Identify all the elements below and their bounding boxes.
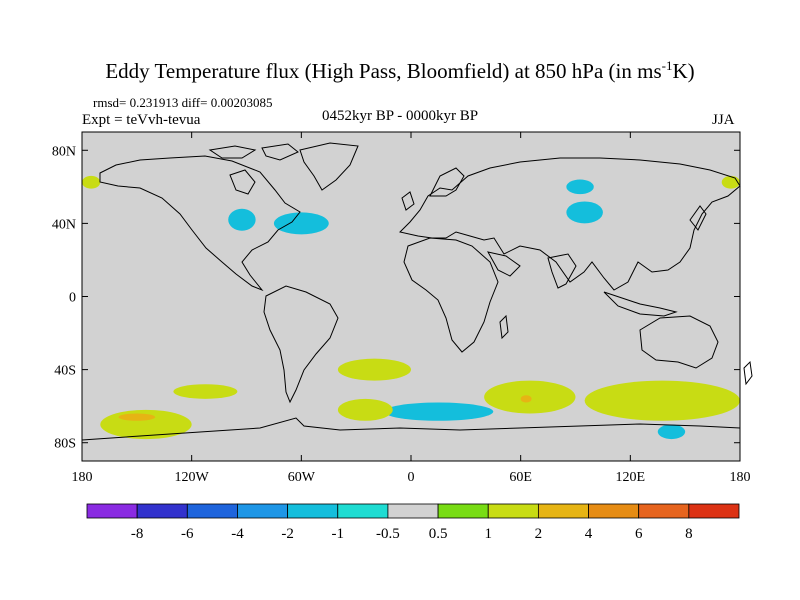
colorbar-label: 2 <box>535 526 543 542</box>
coastline-north-america <box>99 155 301 292</box>
contour-regions <box>82 175 740 440</box>
colorbar-swatch <box>688 503 740 519</box>
coastline-africa <box>403 237 499 353</box>
contour-region--1 <box>566 179 594 195</box>
coastline-eurasia <box>399 157 741 291</box>
contour-region--1 <box>273 212 329 235</box>
season-label: JJA <box>712 112 735 128</box>
y-tick-label: 0 <box>69 291 76 306</box>
contour-region-1 <box>337 398 393 421</box>
colorbar-swatch <box>287 503 339 519</box>
x-tick-label: 60E <box>509 470 532 485</box>
colorbar-swatch <box>387 503 439 519</box>
colorbar-swatch <box>186 503 238 519</box>
experiment-label: Expt = teVvh-tevua <box>82 112 201 128</box>
colorbar-label: -0.5 <box>376 526 400 542</box>
x-tick-label: 60W <box>288 470 316 485</box>
colorbar-label: 6 <box>635 526 643 542</box>
y-tick-label: 80N <box>52 144 76 159</box>
x-axis-ticks: 180 120W 60W 0 60E 120E 180 <box>72 132 751 485</box>
coastline-arabia <box>487 251 521 277</box>
colorbar-label: 0.5 <box>429 526 448 542</box>
x-tick-label: 120W <box>175 470 210 485</box>
colorbar-label: 8 <box>685 526 693 542</box>
coastline-madagascar <box>499 314 509 340</box>
x-tick-label: 180 <box>72 470 93 485</box>
colorbar-swatch <box>86 503 138 519</box>
contour-region-1 <box>82 175 101 189</box>
contour-region-1 <box>173 384 238 399</box>
coastline-indonesia <box>603 291 678 317</box>
colorbar-swatch <box>537 503 589 519</box>
colorbar-label: -6 <box>181 526 194 542</box>
period-label: 0452kyr BP - 0000kyr BP <box>322 108 479 124</box>
contour-region-2 <box>520 395 532 403</box>
coastline-antarctica <box>81 417 741 441</box>
colorbar-swatch <box>437 503 489 519</box>
coastline-south-america <box>263 285 339 404</box>
colorbar-label: 4 <box>585 526 593 542</box>
colorbar-swatch <box>337 503 389 519</box>
y-tick-label: 40S <box>54 364 76 379</box>
x-tick-label: 120E <box>616 470 646 485</box>
contour-region--1 <box>566 201 603 224</box>
colorbar-swatch <box>237 503 289 519</box>
colorbar-swatch <box>136 503 188 519</box>
coastline-japan <box>689 205 707 231</box>
x-tick-label: 0 <box>408 470 415 485</box>
colorbar-label: -2 <box>281 526 294 542</box>
contour-region--1 <box>228 208 256 231</box>
coastline-scandinavia <box>429 167 465 197</box>
colorbar-label: -4 <box>231 526 244 542</box>
coastline-greenland <box>299 142 359 191</box>
colorbar-swatch <box>487 503 539 519</box>
coastline-uk <box>401 191 415 211</box>
colorbar: -8 -6 -4 -2 -1 -0.5 0.5 1 2 4 6 8 <box>86 503 740 542</box>
colorbar-swatch <box>638 503 690 519</box>
title-unit-exponent: -1 <box>661 58 673 73</box>
y-tick-label: 40N <box>52 217 76 232</box>
colorbar-swatch <box>588 503 640 519</box>
coastline-arctic-islands <box>208 143 299 161</box>
plot-title: Eddy Temperature flux (High Pass, Bloomf… <box>105 58 695 83</box>
contour-region-1 <box>584 380 740 421</box>
y-tick-label: 80S <box>54 437 76 452</box>
coastline-india <box>547 253 577 289</box>
colorbar-label: -8 <box>131 526 144 542</box>
coastline-new-zealand <box>743 360 753 386</box>
coastline-hudson-bay <box>229 169 256 195</box>
x-tick-label: 180 <box>730 470 751 485</box>
coastline-australia <box>639 315 719 369</box>
coastlines <box>81 142 753 441</box>
contour-region-2 <box>118 413 156 421</box>
contour-region--1 <box>383 402 494 421</box>
contour-region-1 <box>337 358 412 381</box>
stats-label: rmsd= 0.231913 diff= 0.00203085 <box>93 95 273 110</box>
y-axis-ticks: 80N 40N 0 40S 80S <box>52 144 740 452</box>
colorbar-label: -1 <box>332 526 345 542</box>
contour-region--1 <box>657 424 686 440</box>
colorbar-label: 1 <box>484 526 492 542</box>
